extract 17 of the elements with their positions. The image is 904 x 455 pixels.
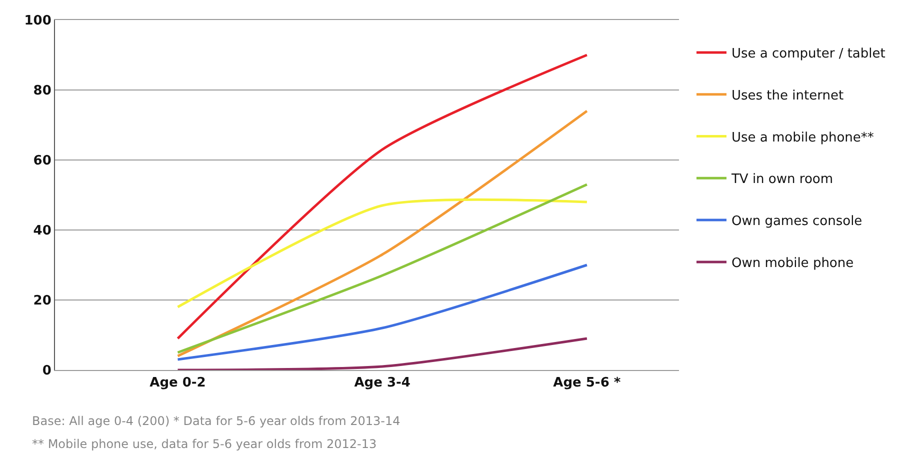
y-tick-label: 40 bbox=[33, 224, 52, 239]
legend-label: Own mobile phone bbox=[731, 256, 854, 272]
legend-label: Use a computer / tablet bbox=[731, 46, 886, 62]
y-tick-label: 0 bbox=[42, 364, 52, 379]
legend-label: Use a mobile phone** bbox=[731, 130, 874, 146]
y-tick-label: 60 bbox=[33, 154, 52, 169]
legend-label: Uses the internet bbox=[731, 88, 844, 104]
y-tick-label: 20 bbox=[33, 294, 52, 309]
x-tick-label: Age 0-2 bbox=[150, 376, 206, 391]
x-tick-label: Age 5-6 * bbox=[553, 376, 621, 391]
x-tick-label: Age 3-4 bbox=[354, 376, 410, 391]
text: Base: All age 0-4 (200) * Data for 5-6 year olds from 2013-14 bbox=[32, 414, 400, 428]
y-tick-label: 100 bbox=[24, 14, 52, 29]
text: ** Mobile phone use, data for 5-6 year olds from 2012-13 bbox=[32, 437, 377, 451]
legend-label: Own games console bbox=[731, 214, 862, 230]
legend-label: TV in own room bbox=[730, 172, 834, 188]
y-tick-label: 80 bbox=[33, 84, 52, 99]
